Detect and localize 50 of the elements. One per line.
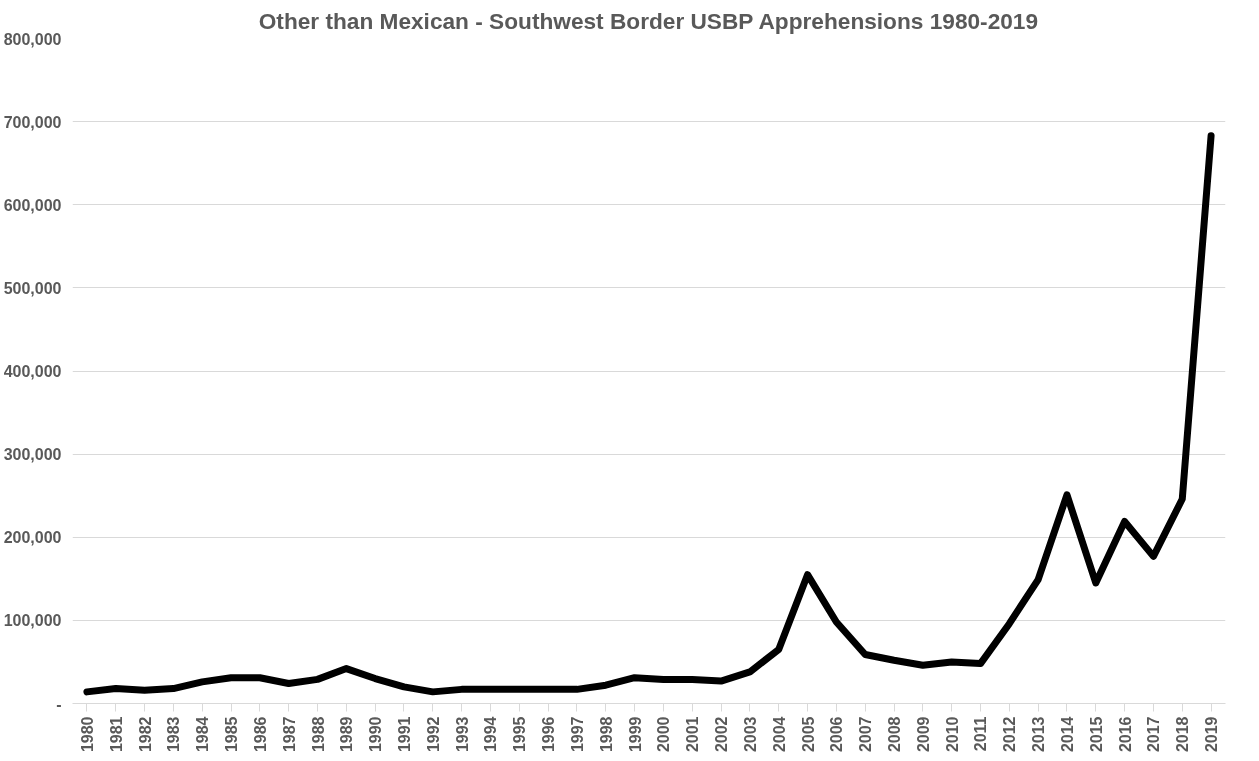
x-tick-label: 1985 (223, 716, 241, 753)
x-tick-label: 2008 (886, 716, 904, 753)
x-tick-label: 1991 (395, 716, 413, 753)
x-tick-label: 1981 (107, 716, 125, 753)
chart-title: Other than Mexican - Southwest Border USBP Apprehensions 1980-2019 (258, 7, 1039, 34)
x-tick-label: 2002 (713, 716, 731, 753)
x-tick-label: 2000 (655, 716, 673, 753)
y-tick-label: 100,000 (3, 612, 62, 630)
x-tick-label: 1997 (568, 716, 586, 753)
x-tick-label: 2015 (1087, 716, 1105, 753)
x-tick-label: 2006 (828, 716, 846, 753)
x-tick-label: 2014 (1058, 716, 1076, 753)
x-tick-label: 1983 (165, 716, 183, 753)
x-tick-label: 2005 (799, 716, 817, 753)
y-tick-label: 200,000 (3, 529, 62, 547)
x-tick-label: 1986 (251, 716, 269, 753)
x-tick-label: 2012 (1001, 716, 1019, 753)
x-tick-label: 2004 (770, 716, 788, 753)
x-tick-label: 1992 (424, 716, 442, 753)
x-tick-label: 2011 (972, 716, 990, 752)
x-tick-label: 1987 (280, 716, 298, 753)
x-tick-label: 2013 (1030, 716, 1048, 753)
y-tick-label: 600,000 (3, 196, 62, 214)
x-tick-label: 2017 (1145, 716, 1163, 753)
x-tick-label: 1998 (597, 716, 615, 753)
y-tick-label: 500,000 (3, 279, 62, 297)
x-tick-label: 2009 (914, 716, 932, 753)
x-tick-label: 2010 (943, 716, 961, 753)
x-tick-label: 2019 (1203, 716, 1221, 753)
x-tick-label: 1990 (367, 716, 385, 753)
x-tick-label: 2018 (1174, 716, 1192, 753)
x-tick-label: 1996 (540, 716, 558, 753)
x-tick-label: 1994 (482, 716, 500, 753)
x-tick-label: 1988 (309, 716, 327, 753)
x-tick-label: 1993 (453, 716, 471, 753)
x-tick-label: 1995 (511, 716, 529, 753)
x-tick-label: 1999 (626, 716, 644, 753)
x-tick-label: 2016 (1116, 716, 1134, 753)
y-tick-label: 300,000 (3, 446, 62, 464)
x-tick-label: 1980 (78, 716, 96, 753)
x-tick-label: 2001 (684, 716, 702, 753)
x-tick-label: 1989 (338, 716, 356, 753)
y-tick-label: 800,000 (3, 30, 62, 48)
y-tick-label: 400,000 (3, 363, 62, 380)
x-tick-label: 2007 (857, 716, 875, 753)
x-tick-label: 2003 (741, 716, 759, 753)
y-tick-label: - (56, 695, 62, 713)
x-tick-label: 1982 (136, 716, 154, 753)
y-tick-label: 700,000 (3, 113, 62, 131)
x-tick-label: 1984 (194, 716, 212, 753)
